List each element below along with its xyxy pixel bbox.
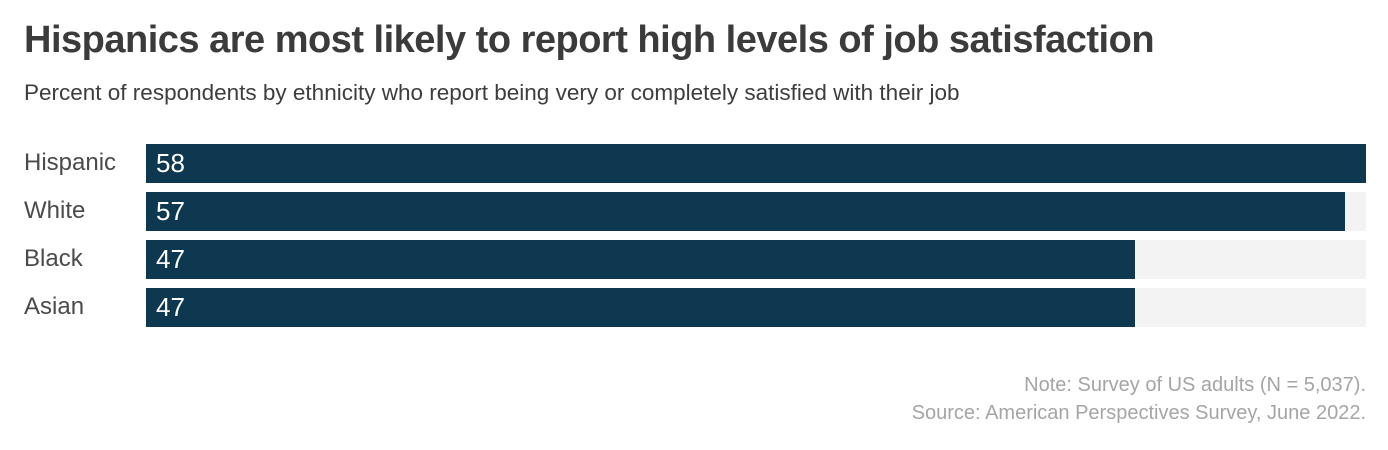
bar: 58 — [146, 143, 1366, 183]
chart-footer: Note: Survey of US adults (N = 5,037). S… — [24, 371, 1366, 427]
bar: 47 — [146, 239, 1135, 279]
bar-chart: Hispanic 58 White 57 Black 47 Asian 47 — [24, 143, 1366, 327]
bar-track: 47 — [146, 239, 1366, 279]
chart-title: Hispanics are most likely to report high… — [24, 19, 1155, 61]
bar-value: 47 — [156, 292, 185, 323]
bar-track: 58 — [146, 143, 1366, 183]
bar-row: Black 47 — [24, 239, 1366, 279]
bar: 57 — [146, 191, 1345, 231]
bar-track: 47 — [146, 287, 1366, 327]
bar-value: 57 — [156, 196, 185, 227]
bar-value: 47 — [156, 244, 185, 275]
bar-track: 57 — [146, 191, 1366, 231]
note-text: Note: Survey of US adults (N = 5,037). — [1024, 373, 1366, 396]
source-text: Source: American Perspectives Survey, Ju… — [911, 401, 1366, 424]
chart-subtitle: Percent of respondents by ethnicity who … — [24, 79, 960, 105]
bar-label: Asian — [24, 293, 85, 321]
bar-label: White — [24, 197, 86, 225]
bar-row: Asian 47 — [24, 287, 1366, 327]
bar-label: Black — [24, 245, 83, 273]
bar: 47 — [146, 287, 1135, 327]
bar-label: Hispanic — [24, 149, 117, 177]
bar-row: Hispanic 58 — [24, 143, 1366, 183]
bar-row: White 57 — [24, 191, 1366, 231]
bar-value: 58 — [156, 148, 185, 179]
